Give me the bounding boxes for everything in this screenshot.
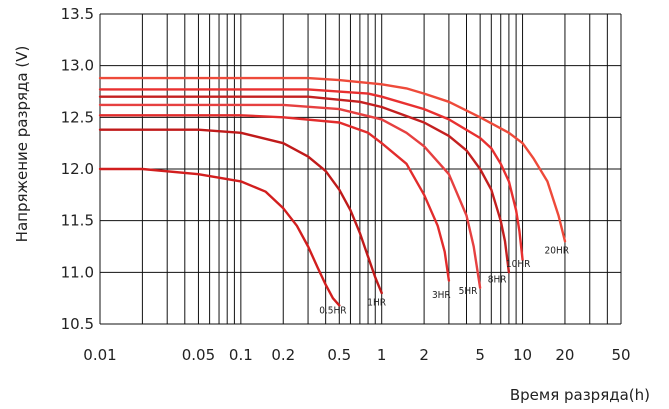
y-tick-label: 12.0 <box>61 160 94 178</box>
grid-lines <box>99 13 622 325</box>
y-tick-label: 11.0 <box>61 263 94 281</box>
curve-labels: 0.5HR 1HR 3HR 5HR 8HR 10HR 20HR <box>319 246 569 317</box>
x-tick-labels: 0.01 0.05 0.1 0.2 0.5 1 2 5 10 20 50 <box>83 346 630 364</box>
x-tick-label: 0.2 <box>271 346 295 364</box>
curve-label-10hr: 10HR <box>506 259 530 270</box>
curve-label-1hr: 1HR <box>367 297 386 308</box>
x-tick-label: 20 <box>555 346 574 364</box>
x-tick-label: 0.01 <box>83 346 116 364</box>
y-tick-labels: 10.5 11.0 11.5 12.0 12.5 13.0 13.5 <box>61 5 94 333</box>
y-tick-label: 12.5 <box>61 108 94 126</box>
y-tick-label: 10.5 <box>61 315 94 333</box>
curve-label-20hr: 20HR <box>545 246 569 257</box>
series-group <box>98 76 567 307</box>
x-tick-label: 50 <box>611 346 630 364</box>
curve-label-0-5hr: 0.5HR <box>319 306 346 317</box>
y-tick-label: 13.5 <box>61 5 94 23</box>
x-tick-label: 0.5 <box>327 346 351 364</box>
x-tick-label: 0.05 <box>182 346 215 364</box>
y-axis-title: Напряжение разряда (V) <box>13 46 31 243</box>
x-tick-label: 5 <box>475 346 485 364</box>
y-tick-label: 13.0 <box>61 57 94 75</box>
series-1hr-line <box>98 128 383 295</box>
series-20hr-line <box>98 76 567 243</box>
y-tick-label: 11.5 <box>61 212 94 230</box>
series-10hr-line <box>98 88 524 262</box>
series-8hr-line <box>98 95 511 274</box>
x-axis-title: Время разряда(h) <box>510 386 650 404</box>
x-tick-label: 0.1 <box>229 346 253 364</box>
curve-label-3hr: 3HR <box>432 290 451 301</box>
series-0-5hr-line <box>98 167 341 307</box>
x-tick-label: 1 <box>377 346 387 364</box>
x-tick-label: 2 <box>419 346 429 364</box>
series-5hr-line <box>98 103 482 289</box>
curve-label-5hr: 5HR <box>459 286 478 297</box>
curve-label-8hr: 8HR <box>488 275 507 286</box>
x-tick-label: 10 <box>513 346 532 364</box>
series-3hr-line <box>98 114 451 282</box>
